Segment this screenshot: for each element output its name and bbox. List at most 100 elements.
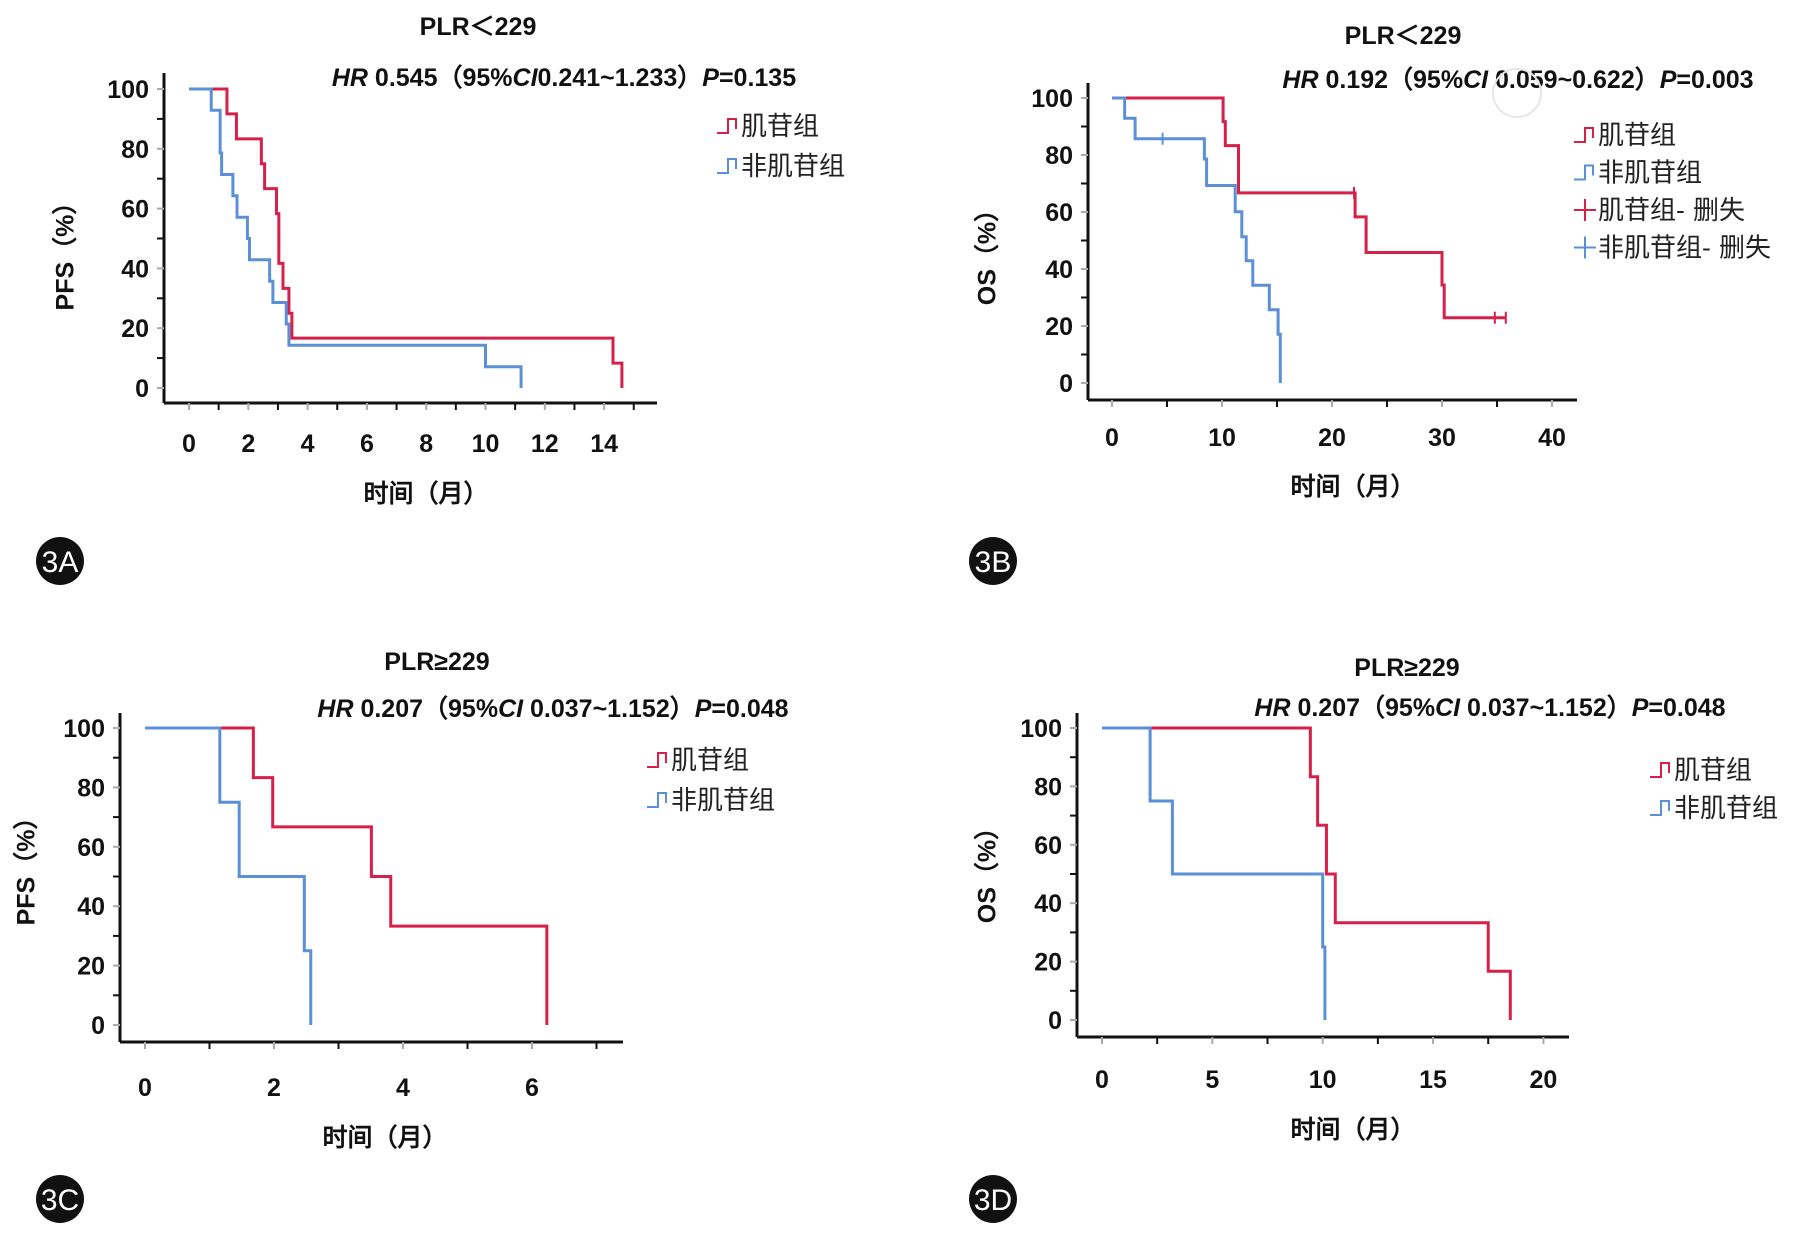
legend-item: 非肌苷组 xyxy=(647,786,775,816)
chart-panel-3b: PLR＜229 HR 0.192（95%CI 0.059~0.622）P=0.00… xyxy=(969,22,1771,585)
hazard-ratio-annotation: HR 0.192（95%CI 0.059~0.622）P=0.003 xyxy=(1282,65,1753,94)
annotation-segment: =0.048 xyxy=(711,695,788,723)
y-tick-label: 100 xyxy=(1020,715,1062,743)
x-tick-label: 2 xyxy=(267,1074,281,1102)
y-tick-label: 40 xyxy=(121,255,149,283)
panel-badge: 3A xyxy=(36,537,84,585)
x-tick-label: 6 xyxy=(360,430,374,458)
hazard-ratio-annotation: HR 0.545（95%CI0.241~1.233）P=0.135 xyxy=(332,63,796,92)
watermark-seal-icon xyxy=(1492,68,1542,118)
x-tick-label: 12 xyxy=(531,430,559,458)
survival-curve-muscle-group xyxy=(189,87,624,388)
survival-curve-muscle-group xyxy=(1112,96,1506,320)
y-axis-label: PFS（%） xyxy=(12,805,41,926)
legend-step-icon xyxy=(1574,164,1594,181)
y-tick-label: 0 xyxy=(91,1012,105,1040)
legend-item: 非肌苷组 xyxy=(717,152,845,182)
legend-item: 肌苷组 xyxy=(1650,756,1752,786)
x-tick-label: 4 xyxy=(396,1074,410,1102)
x-tick-label: 30 xyxy=(1428,424,1456,452)
panel-badge: 3D xyxy=(969,1175,1017,1223)
chart-title: PLR≥229 xyxy=(384,648,489,676)
annotation-segment: HR xyxy=(317,695,353,723)
annotation-segment: =0.135 xyxy=(719,64,796,92)
chart-panel-3c: PLR≥229 HR 0.207（95%CI 0.037~1.152）P=0.04… xyxy=(12,648,789,1223)
annotation-segment: 0.545（95% xyxy=(368,63,513,92)
chart-panel-3a: PLR＜229 HR 0.545（95%CI0.241~1.233）P=0.135… xyxy=(36,13,845,585)
chart-panel-3d: PLR≥229 HR 0.207（95%CI 0.037~1.152）P=0.04… xyxy=(969,654,1778,1223)
y-tick-label: 100 xyxy=(63,715,105,743)
badge-circle xyxy=(36,537,84,585)
x-axis-label: 时间（月） xyxy=(1290,1115,1415,1144)
y-tick-label: 100 xyxy=(107,76,149,104)
legend-step-icon xyxy=(1574,127,1594,143)
chart-title: PLR≥229 xyxy=(1354,654,1459,682)
legend-item: 肌苷组- 删失 xyxy=(1574,196,1745,226)
legend-item: 非肌苷组 xyxy=(1574,159,1702,189)
legend-label: 非肌苷组 xyxy=(741,152,845,182)
annotation-segment: CI xyxy=(1435,694,1461,722)
legend-label: 非肌苷组- 删失 xyxy=(1598,234,1771,264)
legend-step-icon xyxy=(647,792,667,808)
legend-step-icon xyxy=(717,118,737,134)
x-tick-label: 10 xyxy=(1208,424,1236,452)
legend-label: 肌苷组 xyxy=(671,746,749,776)
y-tick-label: 20 xyxy=(121,315,149,343)
legend-label: 肌苷组 xyxy=(1674,756,1752,786)
x-tick-label: 10 xyxy=(1309,1066,1337,1094)
y-tick-label: 0 xyxy=(1048,1007,1062,1035)
legend-label: 肌苷组 xyxy=(741,112,819,142)
y-tick-label: 0 xyxy=(1059,370,1073,398)
annotation-segment: =0.003 xyxy=(1676,66,1753,94)
annotation-segment: CI xyxy=(1463,66,1489,94)
annotation-segment: P xyxy=(1660,66,1677,94)
y-tick-label: 60 xyxy=(77,834,105,862)
y-tick-label: 80 xyxy=(1045,142,1073,170)
y-tick-label: 80 xyxy=(77,774,105,802)
survival-curve-non-muscle-group xyxy=(145,726,313,1025)
legend-item: 肌苷组 xyxy=(647,746,749,776)
badge-circle xyxy=(969,1175,1017,1223)
annotation-segment: 0.207（95% xyxy=(354,694,499,723)
badge-label: 3C xyxy=(41,1184,79,1217)
hazard-ratio-annotation: HR 0.207（95%CI 0.037~1.152）P=0.048 xyxy=(317,694,788,723)
x-tick-label: 20 xyxy=(1529,1066,1557,1094)
legend-item: 肌苷组 xyxy=(717,112,819,142)
annotation-segment: HR xyxy=(1282,66,1318,94)
x-tick-label: 10 xyxy=(472,430,500,458)
annotation-segment: CI xyxy=(513,64,539,92)
y-tick-label: 40 xyxy=(1045,256,1073,284)
x-axis-label: 时间（月） xyxy=(1290,472,1415,501)
annotation-segment: P xyxy=(1632,694,1649,722)
legend-label: 非肌苷组 xyxy=(1598,159,1702,189)
chart-title: PLR＜229 xyxy=(420,13,537,41)
annotation-segment: 0.192（95% xyxy=(1319,65,1464,94)
panel-badge: 3B xyxy=(969,537,1017,585)
y-tick-label: 60 xyxy=(1045,199,1073,227)
survival-curve-non-muscle-group xyxy=(1112,96,1282,383)
legend-label: 肌苷组- 删失 xyxy=(1598,196,1745,226)
badge-label: 3D xyxy=(974,1184,1012,1217)
annotation-segment: HR xyxy=(1254,694,1290,722)
annotation-segment: CI xyxy=(498,695,524,723)
legend-label: 非肌苷组 xyxy=(1674,794,1778,824)
legend-label: 肌苷组 xyxy=(1598,121,1676,151)
x-tick-label: 20 xyxy=(1318,424,1346,452)
x-tick-label: 40 xyxy=(1538,424,1566,452)
x-tick-label: 0 xyxy=(138,1074,152,1102)
legend-label: 非肌苷组 xyxy=(671,786,775,816)
x-tick-label: 0 xyxy=(1095,1066,1109,1094)
annotation-segment: P xyxy=(702,64,719,92)
survival-curve-muscle-group xyxy=(1102,726,1512,1020)
y-tick-label: 20 xyxy=(1045,313,1073,341)
y-tick-label: 60 xyxy=(121,196,149,224)
x-tick-label: 2 xyxy=(241,430,255,458)
x-tick-label: 0 xyxy=(1105,424,1119,452)
y-tick-label: 0 xyxy=(135,375,149,403)
annotation-segment: HR xyxy=(332,64,368,92)
legend-censor-icon xyxy=(1574,199,1596,221)
panel-badge: 3C xyxy=(36,1175,84,1223)
chart-title: PLR＜229 xyxy=(1345,22,1462,50)
x-tick-label: 0 xyxy=(182,430,196,458)
annotation-segment: 0.207（95% xyxy=(1291,693,1436,722)
